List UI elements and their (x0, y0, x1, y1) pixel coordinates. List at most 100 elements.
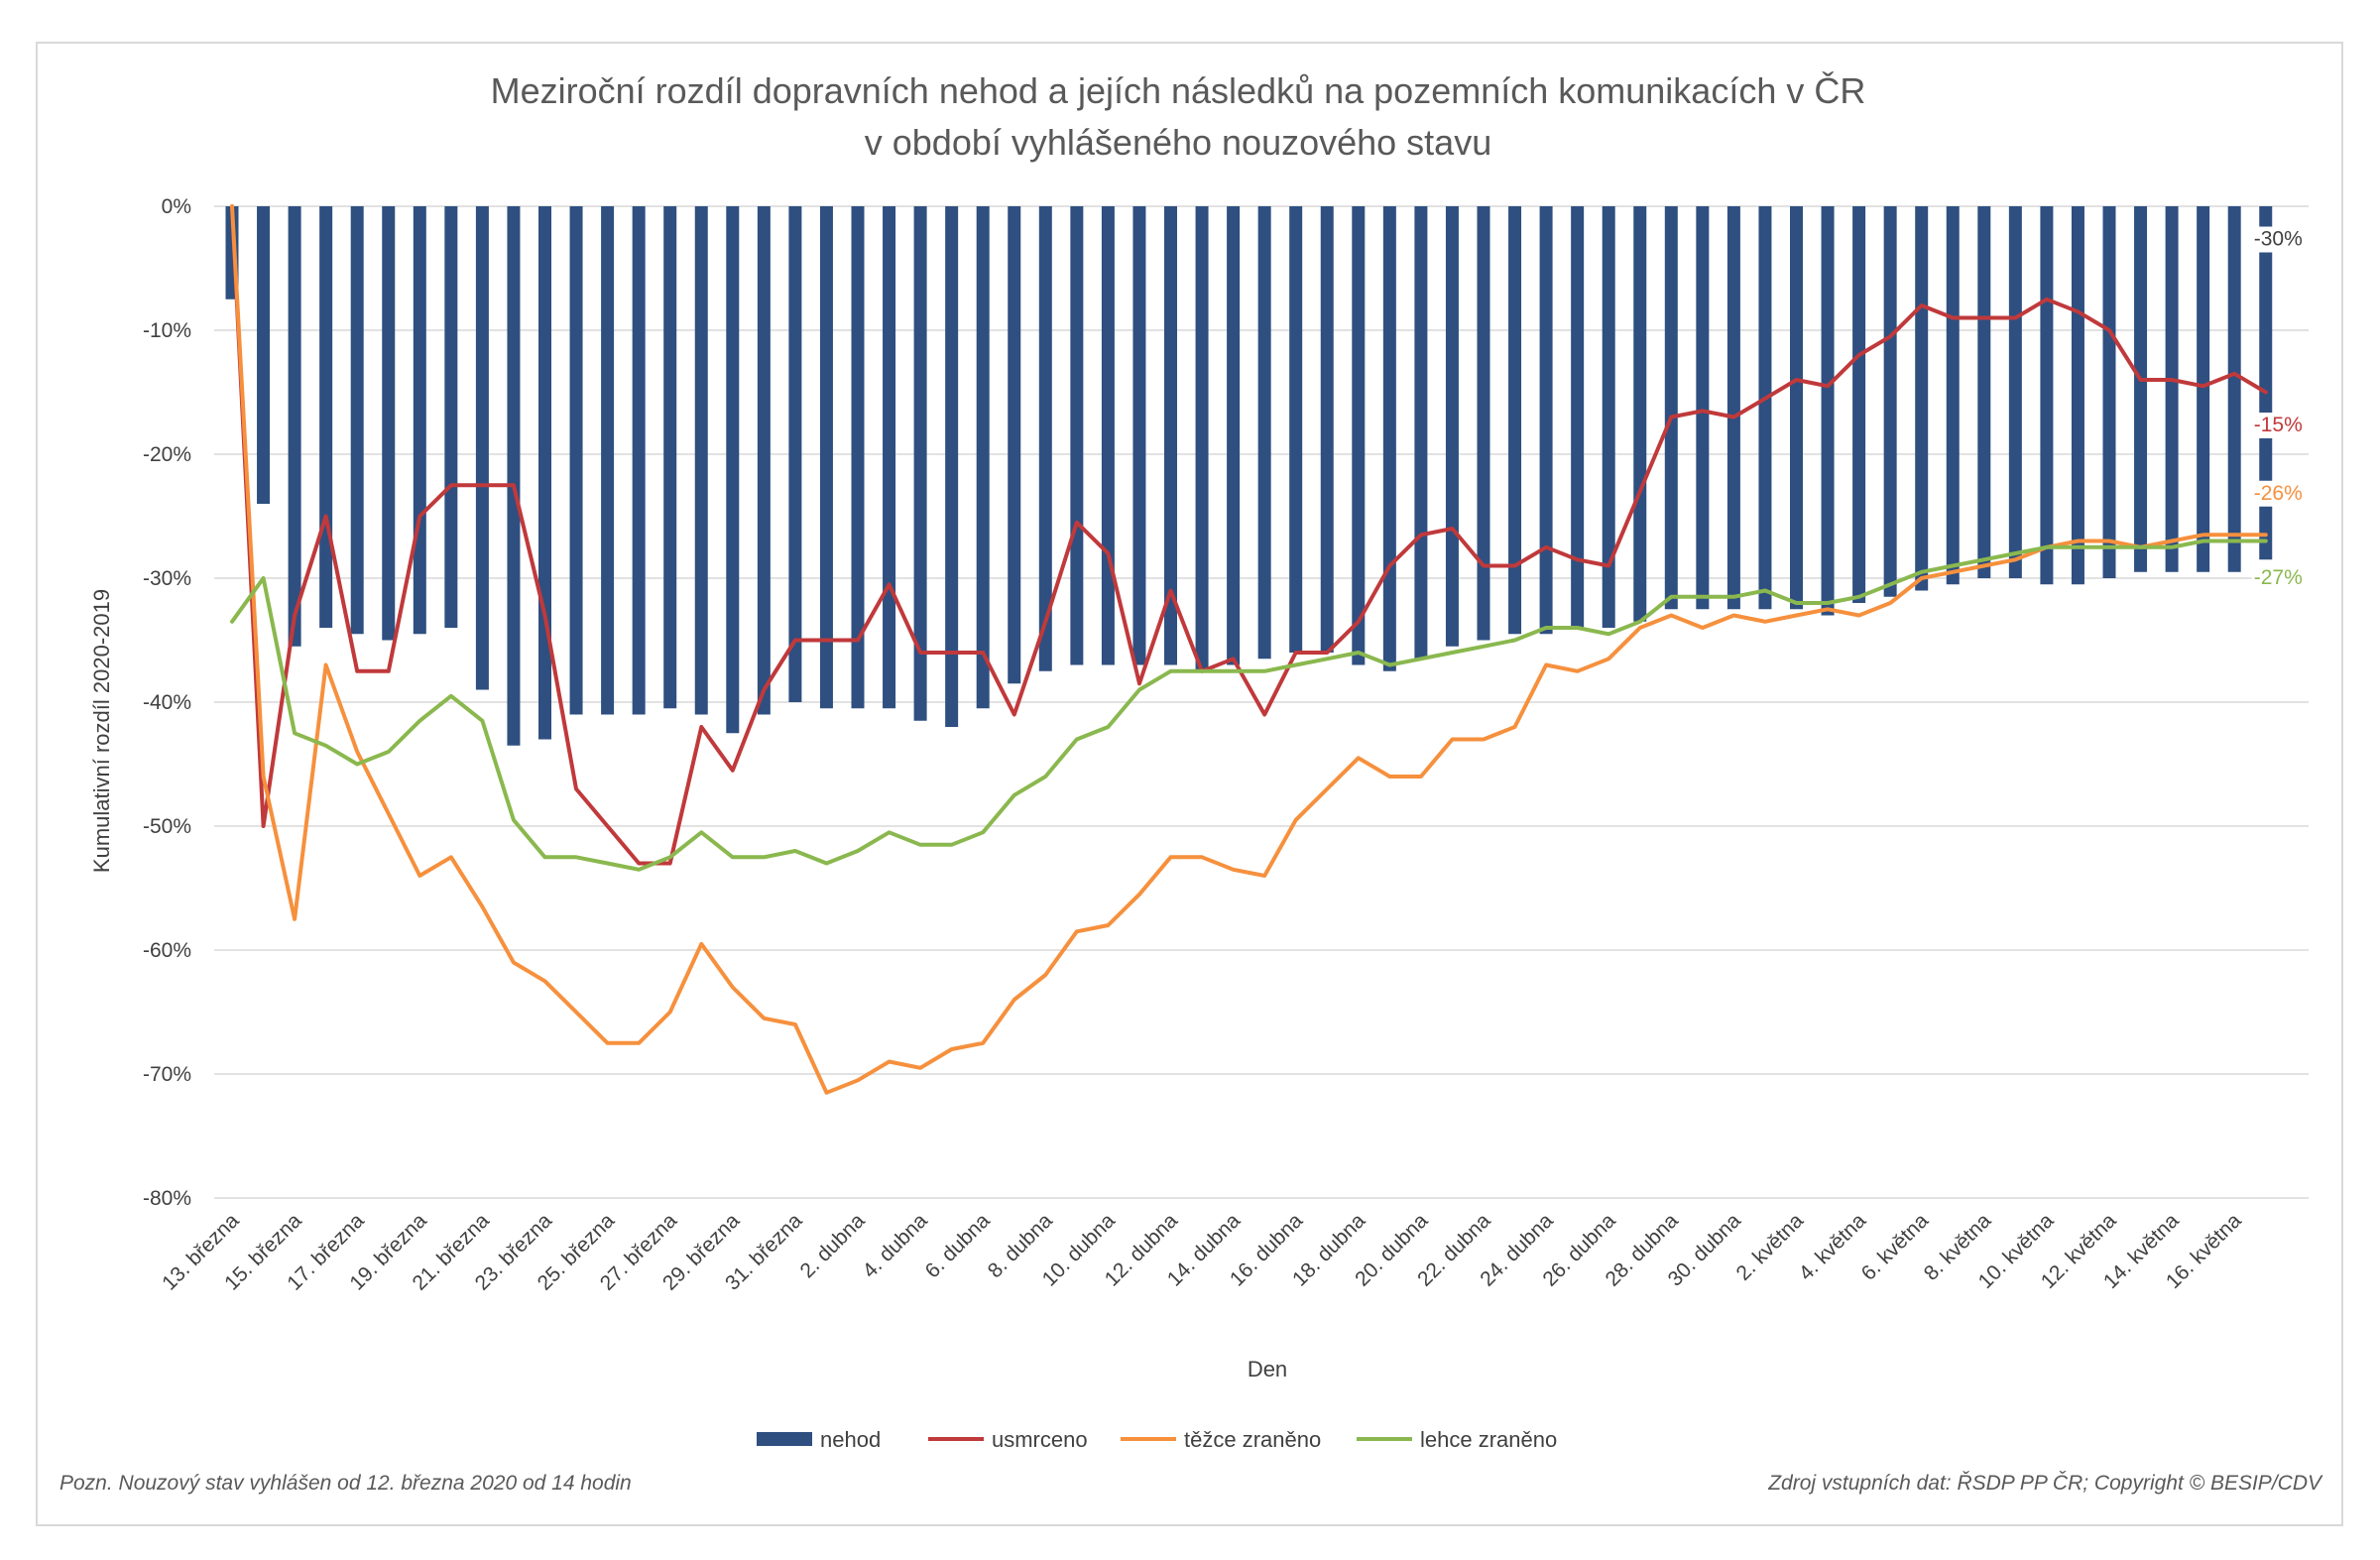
bar-nehod (1539, 206, 1553, 635)
bar-nehod (350, 206, 364, 635)
x-tick-label: 2. května (1732, 1209, 1809, 1285)
x-tick-label: 6. dubna (921, 1209, 995, 1282)
bar-nehod (538, 206, 551, 740)
bar-nehod (475, 206, 489, 690)
bar-nehod (819, 206, 833, 709)
bar-nehod (1602, 206, 1615, 628)
end-label-bg (2251, 564, 2310, 591)
bar-nehod (569, 206, 583, 715)
bar-nehod (632, 206, 646, 715)
line-lehce-zraněno (230, 539, 2268, 872)
bar-nehod (694, 206, 708, 715)
chart-title-line-1: Meziroční rozdíl dopravních nehod a její… (491, 70, 1866, 111)
bar-nehod (913, 206, 927, 721)
bar-nehod (2165, 206, 2179, 572)
bar-nehod (1790, 206, 1803, 610)
bar-nehod (976, 206, 990, 709)
bar-nehod (883, 206, 896, 709)
y-tick-label: -80% (143, 1187, 191, 1210)
legend-label: lehce zraněno (1420, 1427, 1557, 1452)
bar-nehod (2197, 206, 2210, 572)
bar-series-nehod (225, 206, 2273, 746)
bar-nehod (413, 206, 426, 635)
bar-nehod (2040, 206, 2054, 585)
line-usmrceno (230, 204, 2268, 866)
bar-nehod (1664, 206, 1678, 610)
source-credit: Zdroj vstupních dat: ŘSDP PP ČR; Copyrig… (1767, 1472, 2323, 1495)
bar-nehod (1070, 206, 1084, 665)
end-label: -26% (2254, 482, 2303, 505)
y-tick-label: -50% (143, 815, 191, 838)
bar-nehod (663, 206, 677, 709)
bar-nehod (507, 206, 521, 746)
bar-nehod (851, 206, 865, 709)
bar-nehod (1571, 206, 1585, 628)
bar-nehod (2134, 206, 2148, 572)
end-label: -27% (2254, 566, 2303, 589)
bar-nehod (2008, 206, 2022, 578)
bar-nehod (1852, 206, 1866, 603)
bar-nehod (1946, 206, 1960, 585)
end-label: -30% (2254, 228, 2303, 251)
bar-nehod (1320, 206, 1334, 653)
bar-nehod (2071, 206, 2084, 585)
bar-nehod (1164, 206, 1177, 665)
end-label-bg (2251, 480, 2310, 507)
bar-nehod (1289, 206, 1303, 653)
bar-nehod (1414, 206, 1428, 660)
bar-nehod (1915, 206, 1929, 591)
y-axis-label: Kumulativní rozdíl 2020-2019 (89, 589, 114, 873)
line-series-group (230, 204, 2268, 1095)
footnote: Pozn. Nouzový stav vyhlášen od 12. březn… (60, 1472, 632, 1495)
y-tick-label: -20% (143, 443, 191, 466)
legend-label: nehod (820, 1427, 881, 1452)
bar-nehod (1008, 206, 1021, 684)
bar-nehod (1477, 206, 1490, 641)
bar-nehod (1726, 206, 1740, 610)
bar-nehod (1038, 206, 1052, 671)
bar-nehod (1352, 206, 1366, 665)
bar-nehod (2259, 206, 2273, 560)
bar-nehod (444, 206, 458, 628)
x-tick-label: 2. dubna (795, 1209, 869, 1282)
end-label: -15% (2254, 414, 2303, 436)
chart-title-line-2: v období vyhlášeného nouzového stavu (865, 122, 1491, 163)
bar-nehod (1257, 206, 1271, 660)
gridlines (214, 205, 2309, 1199)
y-tick-label: -30% (143, 567, 191, 590)
bar-nehod (1101, 206, 1115, 665)
bar-nehod (1821, 206, 1835, 616)
bar-nehod (945, 206, 959, 727)
end-label-bg (2251, 226, 2310, 253)
bar-nehod (1382, 206, 1396, 671)
bar-nehod (1508, 206, 1522, 635)
bar-nehod (2227, 206, 2241, 572)
bar-nehod (1758, 206, 1772, 610)
bar-nehod (382, 206, 396, 641)
chart-canvas: Meziroční rozdíl dopravních nehod a její… (60, 70, 2323, 1495)
bar-nehod (788, 206, 802, 702)
y-tick-label: 0% (162, 195, 191, 218)
bar-nehod (2102, 206, 2116, 578)
bar-nehod (1132, 206, 1146, 665)
bar-nehod (1696, 206, 1710, 610)
legend-swatch-bar (757, 1432, 812, 1446)
y-tick-label: -70% (143, 1063, 191, 1086)
bar-nehod (757, 206, 771, 715)
bar-nehod (601, 206, 615, 715)
end-value-labels: -30% -15% -26% -27% (2251, 226, 2310, 591)
y-axis-ticks: 0% -10% -20% -30% -40% -50% -60% -70% -80% (143, 195, 191, 1210)
legend-label: usmrceno (992, 1427, 1088, 1452)
legend-label: těžce zraněno (1184, 1427, 1321, 1452)
legend: nehod usmrceno těžce zraněno lehce zraněno (757, 1427, 1557, 1452)
bar-nehod (1633, 206, 1647, 622)
end-label-bg (2251, 413, 2310, 438)
bar-nehod (726, 206, 740, 734)
bar-nehod (1227, 206, 1241, 665)
x-tick-label: 6. května (1857, 1209, 1934, 1285)
y-tick-label: -60% (143, 939, 191, 962)
bar-nehod (1977, 206, 1991, 578)
y-tick-label: -10% (143, 319, 191, 342)
x-axis-label: Den (1248, 1357, 1287, 1381)
